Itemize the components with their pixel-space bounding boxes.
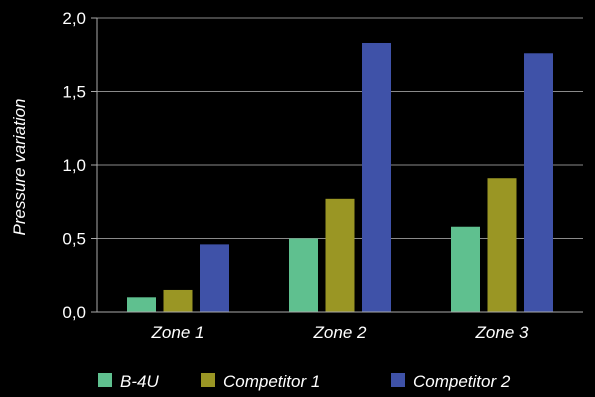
bar-competitor-1-zone-3 xyxy=(487,178,517,312)
legend-label: B-4U xyxy=(120,372,159,391)
bars xyxy=(127,42,553,313)
bar-competitor-1-zone-1 xyxy=(163,289,193,312)
bar-competitor-2-zone-3 xyxy=(524,53,553,312)
legend: B-4U Competitor 1 Competitor 2 xyxy=(98,372,511,391)
y-tick-label: 0,5 xyxy=(62,230,86,249)
x-category-label: Zone 1 xyxy=(151,323,205,342)
legend-swatch xyxy=(391,373,405,387)
x-category-label: Zone 2 xyxy=(313,323,367,342)
y-tick-labels: 0,0 0,5 1,0 1,5 2,0 xyxy=(62,9,97,322)
legend-swatch xyxy=(201,373,215,387)
bar-b-4u-zone-3 xyxy=(451,226,480,312)
y-tick-label: 1,0 xyxy=(62,156,86,175)
bar-competitor-1-zone-2 xyxy=(325,198,355,312)
y-tick-label: 1,5 xyxy=(62,83,86,102)
bar-b-4u-zone-1 xyxy=(127,297,156,312)
category-labels: Zone 1 Zone 2 Zone 3 xyxy=(151,323,529,342)
bar-competitor-2-zone-1 xyxy=(200,244,229,312)
y-axis-title: Pressure variation xyxy=(10,98,29,235)
legend-swatch xyxy=(98,373,112,387)
legend-label: Competitor 2 xyxy=(413,372,511,391)
bar-competitor-2-zone-2 xyxy=(362,42,391,313)
bar-b-4u-zone-2 xyxy=(289,238,318,312)
y-tick-label: 2,0 xyxy=(62,9,86,28)
legend-label: Competitor 1 xyxy=(223,372,320,391)
x-category-label: Zone 3 xyxy=(475,323,529,342)
y-tick-label: 0,0 xyxy=(62,303,86,322)
